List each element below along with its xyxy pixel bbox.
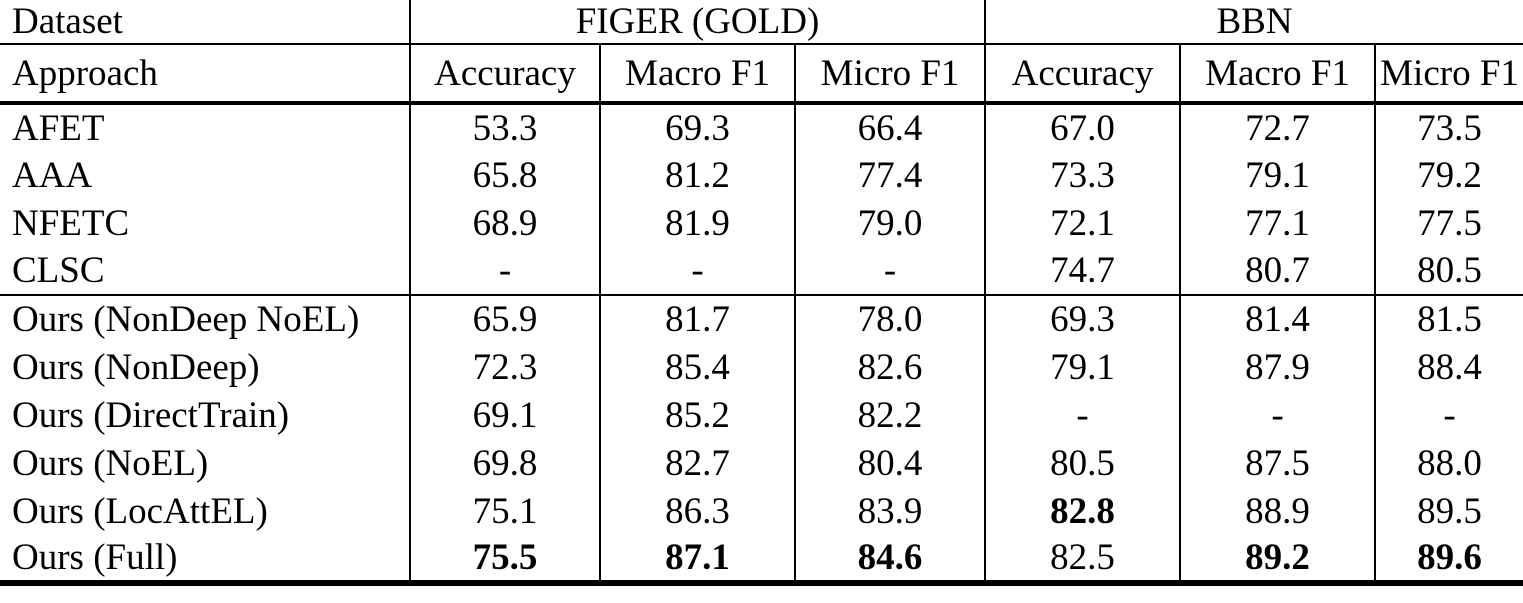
value-cell: 85.2 — [599, 391, 795, 439]
value-cell: 79.1 — [1179, 151, 1376, 199]
value-cell: 82.6 — [793, 343, 986, 391]
group-header-figer: FIGER (GOLD) — [408, 0, 986, 44]
value-cell: 65.9 — [409, 295, 600, 343]
value-cell: 77.4 — [793, 151, 986, 199]
value-cell: 80.7 — [1179, 247, 1376, 295]
approach-cell: AAA — [12, 154, 93, 196]
value-cell: 79.0 — [793, 199, 986, 247]
value-cell: 78.0 — [793, 295, 986, 343]
dataset-header: Dataset — [12, 1, 123, 42]
table-row-ours-directtrain: Ours (DirectTrain) 69.1 85.2 82.2 - - - — [0, 391, 1523, 439]
value-cell: 79.1 — [984, 343, 1181, 391]
value-cell: 88.4 — [1374, 343, 1523, 391]
value-cell: 65.8 — [409, 151, 600, 199]
value-cell: 72.7 — [1179, 103, 1376, 151]
table-row-ours-nondeep-noel: Ours (NonDeep NoEL) 65.9 81.7 78.0 69.3 … — [0, 295, 1523, 343]
group-header-bbn: BBN — [984, 0, 1523, 44]
value-cell: 80.5 — [1374, 247, 1523, 295]
value-cell: 81.7 — [599, 295, 795, 343]
approach-cell: NFETC — [12, 202, 130, 244]
approach-cell: Ours (LocAttEL) — [12, 490, 268, 532]
value-cell: 89.2 — [1179, 535, 1376, 583]
approach-cell: Ours (NonDeep NoEL) — [12, 299, 360, 340]
value-cell: - — [1374, 391, 1523, 439]
value-cell: 67.0 — [984, 103, 1181, 151]
value-cell: 89.5 — [1374, 487, 1523, 535]
value-cell: 53.3 — [409, 103, 600, 151]
table-row-clsc: CLSC - - - 74.7 80.7 80.5 — [0, 247, 1523, 295]
col-header-bbn-macro-f1: Macro F1 — [1179, 44, 1376, 103]
col-header-figer-macro-f1: Macro F1 — [599, 44, 795, 103]
table-row-ours-noel: Ours (NoEL) 69.8 82.7 80.4 80.5 87.5 88.… — [0, 439, 1523, 487]
approach-cell: AFET — [12, 107, 105, 149]
value-cell: 75.1 — [409, 487, 600, 535]
value-cell: 81.9 — [599, 199, 795, 247]
table-row-ours-full: Ours (Full) 75.5 87.1 84.6 82.5 89.2 89.… — [0, 535, 1523, 583]
value-cell: 88.9 — [1179, 487, 1376, 535]
value-cell: 82.2 — [793, 391, 986, 439]
value-cell: - — [409, 247, 600, 295]
header-group-row: Dataset FIGER (GOLD) BBN — [0, 0, 1523, 44]
value-cell: 82.5 — [984, 535, 1181, 583]
value-cell: 88.0 — [1374, 439, 1523, 487]
value-cell: 72.3 — [409, 343, 600, 391]
value-cell: 79.2 — [1374, 151, 1523, 199]
value-cell: 87.9 — [1179, 343, 1376, 391]
value-cell: 82.7 — [599, 439, 795, 487]
results-table: Dataset FIGER (GOLD) BBN Approach Accura… — [0, 0, 1523, 586]
approach-cell: CLSC — [12, 250, 105, 291]
value-cell: 77.1 — [1179, 199, 1376, 247]
col-header-bbn-micro-f1: Micro F1 — [1374, 44, 1523, 103]
value-cell: 89.6 — [1374, 535, 1523, 583]
value-cell: - — [1179, 391, 1376, 439]
table-row-ours-nondeep: Ours (NonDeep) 72.3 85.4 82.6 79.1 87.9 … — [0, 343, 1523, 391]
value-cell: - — [599, 247, 795, 295]
value-cell: - — [984, 391, 1181, 439]
value-cell: 69.3 — [984, 295, 1181, 343]
value-cell: 87.5 — [1179, 439, 1376, 487]
table-row-aaa: AAA 65.8 81.2 77.4 73.3 79.1 79.2 — [0, 151, 1523, 199]
value-cell: 80.5 — [984, 439, 1181, 487]
value-cell: 81.4 — [1179, 295, 1376, 343]
table-row-nfetc: NFETC 68.9 81.9 79.0 72.1 77.1 77.5 — [0, 199, 1523, 247]
value-cell: 74.7 — [984, 247, 1181, 295]
value-cell: 82.8 — [984, 487, 1181, 535]
value-cell: 69.8 — [409, 439, 600, 487]
approach-cell: Ours (NoEL) — [12, 442, 209, 484]
approach-cell: Ours (NonDeep) — [12, 346, 260, 388]
value-cell: 66.4 — [793, 103, 986, 151]
value-cell: 73.5 — [1374, 103, 1523, 151]
table-row-ours-locattel: Ours (LocAttEL) 75.1 86.3 83.9 82.8 88.9… — [0, 487, 1523, 535]
approach-header: Approach — [12, 52, 158, 94]
value-cell: 73.3 — [984, 151, 1181, 199]
col-header-bbn-accuracy: Accuracy — [984, 44, 1181, 103]
col-header-figer-micro-f1: Micro F1 — [793, 44, 986, 103]
value-cell: 81.2 — [599, 151, 795, 199]
approach-cell: Ours (DirectTrain) — [12, 394, 290, 436]
value-cell: 81.5 — [1374, 295, 1523, 343]
value-cell: 77.5 — [1374, 199, 1523, 247]
value-cell: 85.4 — [599, 343, 795, 391]
value-cell: 87.1 — [599, 535, 795, 583]
approach-cell: Ours (Full) — [12, 537, 178, 578]
value-cell: 86.3 — [599, 487, 795, 535]
value-cell: - — [793, 247, 986, 295]
value-cell: 75.5 — [409, 535, 600, 583]
value-cell: 80.4 — [793, 439, 986, 487]
header-metric-row: Approach Accuracy Macro F1 Micro F1 Accu… — [0, 44, 1523, 103]
col-header-figer-accuracy: Accuracy — [409, 44, 600, 103]
value-cell: 69.3 — [599, 103, 795, 151]
value-cell: 72.1 — [984, 199, 1181, 247]
value-cell: 69.1 — [409, 391, 600, 439]
table-row-afet: AFET 53.3 69.3 66.4 67.0 72.7 73.5 — [0, 103, 1523, 151]
value-cell: 84.6 — [793, 535, 986, 583]
value-cell: 68.9 — [409, 199, 600, 247]
value-cell: 83.9 — [793, 487, 986, 535]
